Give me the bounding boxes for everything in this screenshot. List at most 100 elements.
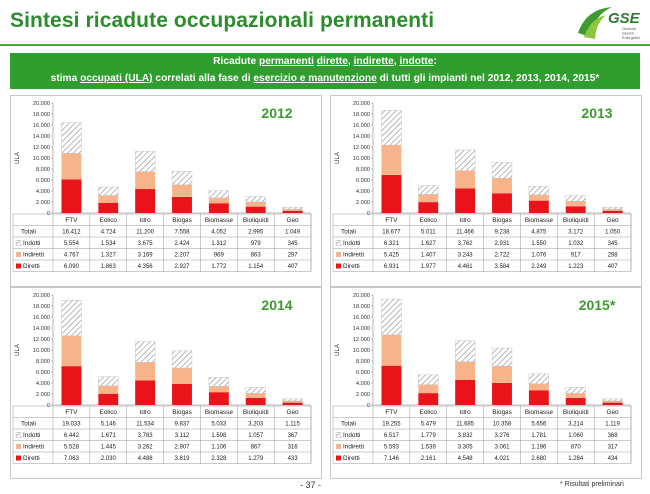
chart-panel-2014: 2014 0 2.000 4.000 6.000 8.000 10.000 12.000 14.… [10, 287, 322, 479]
category-label: FTV [385, 409, 398, 416]
bar-indiretti [135, 362, 156, 381]
bar-indiretti [381, 145, 402, 175]
legend-swatch-indotti [335, 432, 342, 438]
table-cell: 3.061 [494, 445, 510, 451]
bar-diretti [172, 383, 192, 405]
table-cell: 5.528 [64, 445, 80, 451]
table-cell: 3.584 [494, 264, 510, 270]
bar-indiretti [98, 385, 119, 394]
gse-logo: GSE Gestore Servizi Energetici [578, 7, 641, 40]
table-cell: 969 [214, 253, 225, 259]
table-cell: 1.284 [568, 456, 584, 462]
table-cell: 979 [251, 241, 262, 247]
y-tick-label: 10.000 [33, 156, 50, 162]
table-cell: 1.154 [248, 264, 264, 270]
y-tick-label: 8.000 [356, 359, 370, 365]
bar-indotti [245, 387, 266, 394]
table-cell: 2.424 [174, 241, 190, 247]
table-cell: 2.328 [211, 456, 227, 462]
bar-indiretti [602, 209, 623, 211]
legend-swatch-indiretti [336, 252, 341, 257]
table-cell: 407 [288, 264, 299, 270]
bar-diretti [172, 196, 192, 213]
table-cell: 16.412 [62, 230, 81, 236]
bar-indiretti [528, 194, 549, 201]
table-cell: 3.276 [494, 433, 510, 439]
table-cell: 5.479 [421, 422, 437, 428]
bar-indiretti [418, 384, 439, 394]
table-cell: 3.112 [175, 433, 190, 439]
table-cell: 1.060 [568, 433, 584, 439]
bar-indiretti [98, 195, 119, 203]
table-cell: 2.722 [494, 253, 510, 259]
logo-sub-2: Servizi [622, 31, 634, 36]
legend-swatch-indiretti [16, 444, 21, 449]
table-cell: 5.425 [384, 253, 400, 259]
category-label: Idro [460, 217, 471, 224]
table-cell: 11.534 [136, 422, 155, 428]
bar-indiretti [492, 178, 512, 194]
bar-indotti [61, 122, 82, 154]
stacked-bar-chart: 201302.0004.0006.0008.00010.00012.00014.… [332, 101, 632, 272]
table-cell: 3.214 [568, 422, 584, 428]
table-cell: 1.781 [531, 433, 547, 439]
logo-sub-3: Energetici [622, 35, 640, 40]
table-cell: 1.076 [531, 253, 547, 259]
bar-indiretti [565, 201, 586, 207]
table-cell: 11.466 [456, 230, 475, 236]
table-cell: 19.033 [62, 422, 81, 428]
category-label: Biogas [492, 217, 512, 224]
bar-indotti [602, 207, 623, 210]
table-cell: 1.627 [421, 241, 437, 247]
table-cell: 316 [288, 445, 299, 451]
category-label: Eolico [420, 217, 438, 224]
y-tick-label: 2.000 [356, 392, 370, 398]
bar-diretti [282, 402, 303, 405]
bar-diretti [381, 365, 402, 405]
legend-swatch-diretti [16, 455, 21, 461]
table-cell: 4.724 [101, 230, 117, 236]
banner-line-2: stima occupati (ULA) correlati alla fase… [50, 73, 600, 84]
y-axis-label: ULA [15, 344, 21, 356]
y-tick-label: 2.000 [36, 392, 50, 398]
table-cell: 298 [608, 253, 619, 259]
y-tick-label: 8.000 [36, 167, 50, 173]
bar-diretti [455, 188, 476, 213]
table-cell: 2.161 [421, 456, 437, 462]
bar-diretti [528, 390, 549, 405]
y-tick-label: 12.000 [33, 337, 50, 343]
logo-text: GSE [608, 10, 641, 27]
bar-indiretti [381, 334, 402, 366]
bar-indiretti [172, 184, 192, 197]
y-axis-label: ULA [335, 152, 341, 164]
bar-indotti [565, 387, 586, 394]
table-cell: 1.106 [211, 445, 227, 451]
table-cell: 9.238 [494, 230, 510, 236]
table-cell: 3.203 [248, 422, 264, 428]
logo-sub-1: Gestore [622, 26, 637, 31]
table-cell: 3.783 [138, 433, 154, 439]
bar-diretti [98, 393, 119, 405]
table-cell: 1.550 [531, 241, 547, 247]
bar-indiretti [245, 393, 266, 398]
table-cell: 2.249 [531, 264, 547, 270]
bar-diretti [418, 202, 439, 213]
y-axis-label: ULA [335, 344, 341, 356]
table-row-label: Diretti [343, 455, 360, 462]
table-cell: 18.677 [382, 230, 401, 236]
table-cell: 2.207 [174, 253, 190, 259]
bar-diretti [208, 392, 229, 405]
category-label: FTV [65, 409, 78, 416]
table-cell: 2.680 [531, 456, 547, 462]
bar-indotti [282, 207, 303, 210]
bar-diretti [565, 397, 586, 405]
stacked-bar-chart: 2015*02.0004.0006.0008.00010.00012.00014… [332, 293, 632, 464]
table-cell: 4.767 [64, 253, 80, 259]
table-cell: 2.931 [494, 241, 510, 247]
banner-line-1: Ricadute permanenti dirette, indirette, … [213, 56, 437, 67]
table-cell: 5.656 [531, 422, 547, 428]
bar-indotti [134, 151, 156, 172]
table-row-label: Totali [341, 421, 356, 428]
bar-diretti [98, 202, 119, 213]
table-cell: 1.196 [531, 445, 547, 451]
